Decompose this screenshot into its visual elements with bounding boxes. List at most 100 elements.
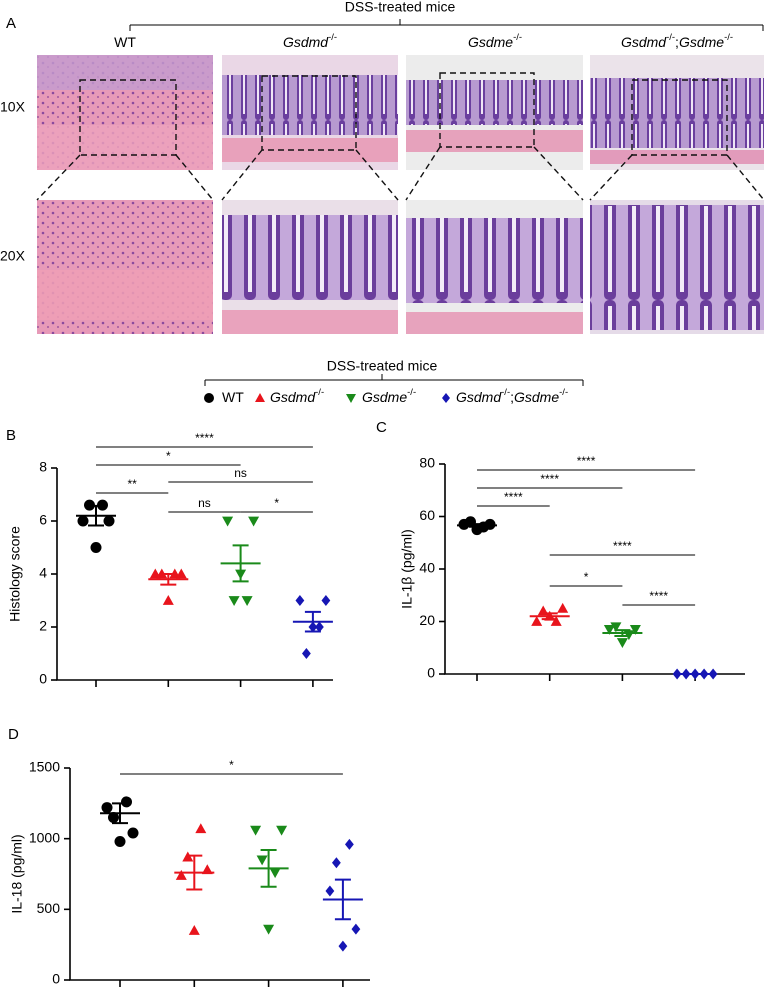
genotype-header-part: WT xyxy=(114,34,136,50)
genotype-header: Gsdme-/- xyxy=(468,32,522,50)
axis-line xyxy=(56,468,333,681)
data-point xyxy=(195,823,207,834)
data-point xyxy=(175,869,187,880)
data-point xyxy=(269,868,281,879)
data-point xyxy=(629,624,641,635)
legend-title: DSS-treated mice xyxy=(327,358,438,374)
genotype-header-part: Gsdmd xyxy=(283,34,329,50)
legend-label: WT xyxy=(222,389,244,405)
data-point xyxy=(295,595,305,606)
data-point xyxy=(616,638,628,648)
histology-image-part xyxy=(406,80,583,125)
zoom-box xyxy=(631,79,728,156)
significance-label: **** xyxy=(649,589,668,603)
zoom-box xyxy=(261,75,357,151)
y-tick-label: 8 xyxy=(39,459,47,475)
data-point xyxy=(108,811,119,823)
genotype-header: WT xyxy=(114,34,136,50)
data-point xyxy=(250,825,262,836)
significance-label: **** xyxy=(540,472,559,486)
data-point xyxy=(315,621,324,633)
data-point xyxy=(90,542,102,553)
zoom-box xyxy=(79,79,177,156)
genotype-header-part: -/- xyxy=(513,32,522,43)
data-point xyxy=(603,624,615,635)
data-point xyxy=(338,940,348,952)
error-bar xyxy=(260,848,277,888)
legend-marker xyxy=(442,393,450,403)
genotype-header-part: -/- xyxy=(328,32,337,43)
y-tick-label: 40 xyxy=(419,560,435,576)
significance-label: ns xyxy=(198,496,211,510)
error-bar xyxy=(160,573,177,586)
significance-label: * xyxy=(584,570,589,584)
data-point xyxy=(550,616,562,626)
histology-image-part xyxy=(37,55,213,90)
data-point xyxy=(248,516,260,527)
y-axis-title: Histology score xyxy=(7,526,23,622)
legend-label-part: -/- xyxy=(559,387,568,398)
panel-label: A xyxy=(6,15,16,32)
y-axis-title: IL-1β (pg/ml) xyxy=(399,529,415,609)
legend-label: Gsdmd-/-;Gsdme-/- xyxy=(456,387,568,405)
data-point xyxy=(241,596,253,606)
axis-line xyxy=(69,768,370,981)
group-bracket xyxy=(129,19,764,31)
genotype-header-part: -/- xyxy=(724,32,733,43)
axis-line xyxy=(444,464,745,675)
legend-label-part: Gsdme xyxy=(362,389,407,405)
data-point xyxy=(302,648,311,659)
error-bar xyxy=(112,802,128,825)
figure-title: DSS-treated mice xyxy=(345,0,456,15)
error-bar xyxy=(186,854,203,891)
legend-marker xyxy=(255,393,265,402)
genotype-header-part: ; xyxy=(675,34,679,50)
data-point xyxy=(228,596,240,606)
error-bar xyxy=(304,610,321,633)
data-point xyxy=(345,838,354,850)
legend-marker xyxy=(346,394,356,403)
error-bar xyxy=(614,629,631,637)
data-point xyxy=(222,516,234,527)
zoom-lines xyxy=(36,146,764,201)
histology-image-part xyxy=(590,205,764,330)
error-bar xyxy=(232,544,249,583)
histology-image-part xyxy=(222,310,398,334)
legend-marker xyxy=(204,393,214,403)
magnification-label: 20X xyxy=(0,248,26,264)
genotype-header-part: Gsdme xyxy=(679,34,724,50)
significance-label: * xyxy=(166,449,171,463)
y-tick-label: 1500 xyxy=(29,759,60,775)
panel-label: C xyxy=(376,419,387,436)
y-tick-label: 0 xyxy=(39,671,47,687)
legend-label-part: WT xyxy=(222,389,244,405)
legend-label-part: -/- xyxy=(315,387,324,398)
data-point xyxy=(162,595,174,605)
y-tick-label: 0 xyxy=(52,971,60,987)
data-point xyxy=(321,595,331,606)
panel-label: B xyxy=(6,427,16,444)
error-bar xyxy=(88,504,104,527)
y-tick-label: 1000 xyxy=(29,829,60,845)
histology-image-part xyxy=(406,130,583,152)
data-point xyxy=(188,925,200,935)
histology-image-part xyxy=(590,78,764,148)
significance-label: * xyxy=(229,758,234,772)
significance-label: **** xyxy=(613,539,632,553)
data-point xyxy=(531,616,543,626)
data-point xyxy=(610,622,622,633)
legend-label: Gsdmd-/- xyxy=(270,387,324,405)
legend-label-part: ; xyxy=(510,389,514,405)
data-point xyxy=(351,923,361,935)
data-point xyxy=(127,827,139,839)
error-bar xyxy=(541,612,558,621)
data-point xyxy=(484,518,496,530)
legend-label: Gsdme-/- xyxy=(362,387,416,405)
y-tick-label: 60 xyxy=(419,507,435,523)
genotype-header: Gsdmd-/- xyxy=(283,32,337,50)
legend-label-part: Gsdmd xyxy=(270,389,316,405)
data-point xyxy=(114,835,126,847)
y-tick-label: 500 xyxy=(37,900,61,916)
legend-label-part: -/- xyxy=(407,387,416,398)
